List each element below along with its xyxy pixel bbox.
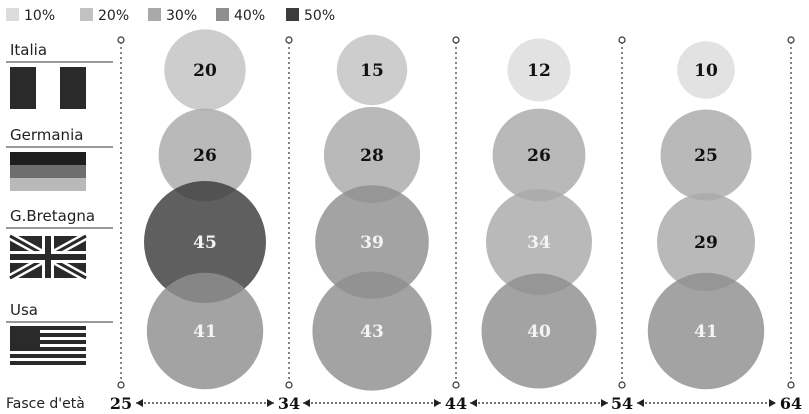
bubble-germania-34-44 [323,106,421,204]
bubble-value-germania-25-34: 26 [193,146,217,166]
separator-34 [285,36,293,389]
bubble-value-germania-44-54: 26 [527,146,551,166]
bubble-value-gbretagna-44-54: 34 [527,233,551,253]
separator-54 [618,36,626,389]
separator-44 [452,36,460,389]
bubble-italia-54-64 [677,41,735,99]
bubble-usa-54-64 [647,272,765,390]
legend-swatch-10 [6,8,19,21]
legend-item-30: 30% [148,8,197,24]
bubble-value-usa-44-54: 40 [527,322,551,342]
country-germania: Germania [6,126,113,191]
legend-swatch-50 [286,8,299,21]
legend-label-50: 50% [304,8,335,24]
bubble-value-gbretagna-54-64: 29 [694,233,718,253]
legend: 10% 20% 30% 40% 50% [6,8,335,24]
country-label-italia: Italia [10,41,47,59]
separator-25 [117,36,125,389]
bubble-germania-54-64 [660,109,752,201]
age-tick-64: 64 [780,394,802,413]
bubble-germania-44-54 [492,108,586,202]
italy-flag [10,67,86,109]
bubble-italia-25-34 [164,29,246,111]
bubble-gbretagna-25-34 [144,181,266,303]
bubble-germania-25-34 [158,108,252,202]
separator-64 [787,36,795,389]
age-axis: Fasce d'età 25 34 44 54 64 [6,394,802,413]
legend-item-40: 40% [216,8,265,24]
age-tick-44: 44 [445,394,467,413]
bubble-gbretagna-34-44 [315,185,429,299]
legend-label-30: 30% [166,8,197,24]
legend-label-10: 10% [24,8,55,24]
bubble-value-usa-34-44: 43 [360,322,384,342]
bubble-value-gbretagna-25-34: 45 [193,233,217,253]
bubble-italia-44-54 [507,38,571,102]
bubble-usa-44-54 [481,273,597,389]
legend-label-20: 20% [98,8,129,24]
legend-swatch-40 [216,8,229,21]
country-label-usa: Usa [10,301,38,319]
age-tick-54: 54 [611,394,633,413]
bubble-usa-34-44 [312,271,432,391]
country-label-gbretagna: G.Bretagna [10,207,95,225]
bubble-value-usa-54-64: 41 [694,322,718,342]
bubble-value-germania-34-44: 28 [360,146,384,166]
bubble-usa-25-34 [146,272,264,390]
usa-flag [10,326,86,370]
bubble-italia-34-44 [336,34,408,106]
age-axis-title: Fasce d'età [6,396,85,412]
bubble-value-usa-25-34: 41 [193,322,217,342]
legend-item-50: 50% [286,8,335,24]
separators [117,36,795,389]
legend-item-20: 20% [80,8,129,24]
bubble-value-italia-34-44: 15 [360,61,384,81]
age-tick-25: 25 [110,394,132,413]
country-label-germania: Germania [10,126,83,144]
age-tick-34: 34 [278,394,300,413]
bubble-value-italia-25-34: 20 [193,61,217,81]
country-italia: Italia [6,41,113,109]
bubble-gbretagna-54-64 [657,193,755,291]
legend-swatch-20 [80,8,93,21]
legend-label-40: 40% [234,8,265,24]
uk-flag [8,232,88,282]
bubble-value-italia-54-64: 10 [694,61,718,81]
bubble-gbretagna-44-54 [486,189,592,295]
bubbles: 20 26 45 41 15 28 39 43 12 26 34 40 10 25 29 41 [144,29,765,391]
germany-flag [10,152,86,191]
country-gbretagna: G.Bretagna [6,207,113,282]
country-usa: Usa [6,301,113,370]
bubble-value-italia-44-54: 12 [527,61,551,81]
legend-swatch-30 [148,8,161,21]
age-arrows [136,399,776,407]
bubble-value-germania-54-64: 25 [694,146,718,166]
legend-item-10: 10% [6,8,55,24]
bubble-value-gbretagna-34-44: 39 [360,233,384,253]
